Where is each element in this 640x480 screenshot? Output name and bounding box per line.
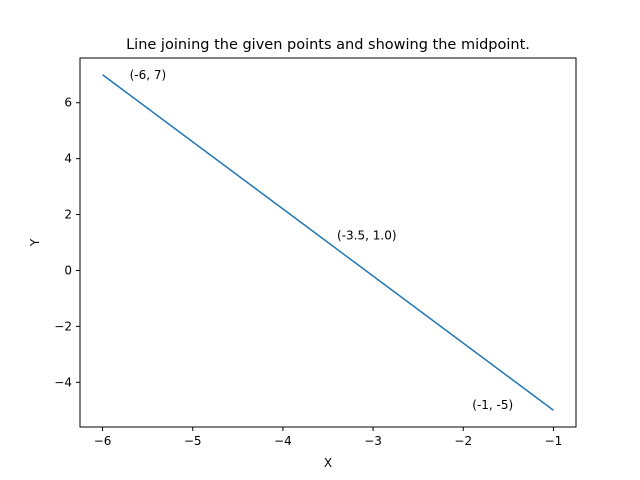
x-axis-label: X [324, 456, 332, 470]
x-tick-label: −1 [545, 434, 563, 448]
chart-title: Line joining the given points and showin… [126, 37, 530, 53]
series-line [102, 74, 554, 411]
y-tick-label: −4 [54, 375, 72, 389]
y-tick-label: 2 [64, 208, 72, 222]
x-tick-label: −4 [274, 434, 292, 448]
point-annotation: (-1, -5) [472, 398, 513, 412]
y-tick-label: 6 [64, 96, 72, 110]
y-tick-label: −2 [54, 319, 72, 333]
y-tick-label: 0 [64, 263, 72, 277]
x-tick-label: −6 [94, 434, 112, 448]
plot-frame [79, 57, 577, 428]
point-annotation: (-3.5, 1.0) [337, 229, 397, 243]
point-annotation: (-6, 7) [130, 68, 167, 82]
y-tick-label: 4 [64, 152, 72, 166]
x-tick-label: −3 [364, 434, 382, 448]
x-tick-label: −5 [184, 434, 202, 448]
y-axis-label: Y [28, 238, 42, 247]
x-tick-label: −2 [454, 434, 472, 448]
